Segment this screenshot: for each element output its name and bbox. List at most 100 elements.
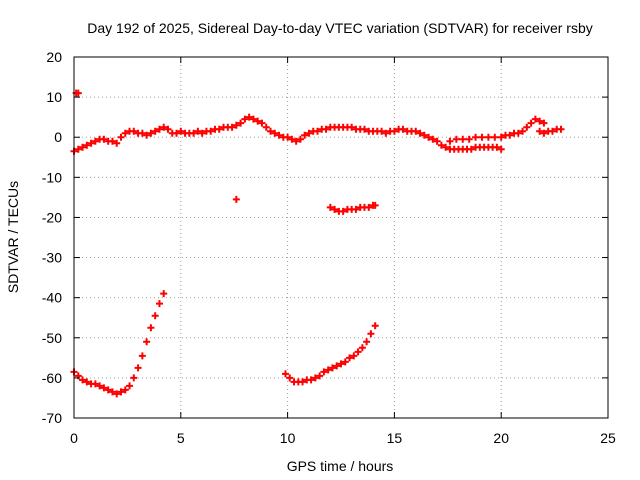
data-point [74, 145, 82, 153]
data-point [100, 135, 108, 143]
data-point [399, 125, 407, 133]
data-point [138, 129, 146, 137]
data-point [328, 364, 336, 372]
data-point [207, 127, 215, 135]
data-point [358, 344, 366, 352]
data-point [360, 125, 368, 133]
plot-frame [73, 56, 609, 419]
x-tick-label: 10 [280, 430, 296, 446]
data-point [160, 123, 168, 131]
data-point [548, 127, 556, 135]
data-points [70, 89, 565, 398]
data-point [412, 127, 420, 135]
data-point [322, 125, 330, 133]
data-point [429, 135, 437, 143]
data-point [316, 372, 324, 380]
data-point [514, 129, 522, 137]
data-point [113, 390, 121, 398]
data-point [333, 362, 341, 370]
data-point [164, 125, 172, 133]
data-point [249, 115, 257, 123]
data-point [314, 127, 322, 135]
y-tick-label: -60 [42, 370, 62, 386]
data-point [540, 119, 548, 127]
y-tick-label: -20 [42, 209, 62, 225]
data-point [354, 348, 362, 356]
data-point [363, 338, 371, 346]
data-point [497, 145, 505, 153]
data-point [292, 137, 300, 145]
data-point [536, 117, 544, 125]
data-point [365, 203, 373, 211]
data-point [320, 368, 328, 376]
data-point [437, 141, 445, 149]
data-point [497, 133, 505, 141]
data-point [324, 366, 332, 374]
data-point [173, 129, 181, 137]
data-point [194, 127, 202, 135]
data-point [339, 207, 347, 215]
x-axis-label: GPS time / hours [287, 458, 394, 474]
data-point [378, 127, 386, 135]
y-tick-label: -50 [42, 330, 62, 346]
data-point [452, 135, 460, 143]
data-point [91, 137, 99, 145]
data-point [100, 384, 108, 392]
data-point [299, 378, 307, 386]
data-point [96, 382, 104, 390]
data-point [134, 364, 142, 372]
data-point [245, 113, 253, 121]
data-point [237, 119, 245, 127]
data-point [493, 143, 501, 151]
data-point [241, 115, 249, 123]
x-tick-label: 25 [600, 430, 616, 446]
data-point [288, 135, 296, 143]
data-point [130, 374, 138, 382]
data-point [459, 135, 467, 143]
data-point [420, 131, 428, 139]
data-point [531, 115, 539, 123]
y-tick-label: -40 [42, 290, 62, 306]
data-point [506, 131, 514, 139]
data-point [341, 358, 349, 366]
data-point [478, 133, 486, 141]
data-point [104, 386, 112, 394]
data-point [307, 376, 315, 384]
data-point [467, 145, 475, 153]
data-point [348, 123, 356, 131]
data-point [284, 133, 292, 141]
data-point [484, 133, 492, 141]
data-point [79, 143, 87, 151]
data-point [446, 137, 454, 145]
data-point [371, 201, 379, 209]
data-point [519, 127, 527, 135]
chart-title: Day 192 of 2025, Sidereal Day-to-day VTE… [87, 20, 593, 36]
series-4 [281, 322, 379, 386]
data-point [155, 300, 163, 308]
data-point [147, 129, 155, 137]
data-point [108, 137, 116, 145]
data-point [232, 195, 240, 203]
series-1 [232, 195, 240, 203]
data-point [113, 139, 121, 147]
grid-layer [74, 57, 608, 418]
data-point [130, 127, 138, 135]
data-point [121, 386, 129, 394]
data-point [536, 127, 544, 135]
data-point [83, 141, 91, 149]
series-2 [326, 201, 379, 215]
x-tick-label: 20 [493, 430, 509, 446]
data-point [301, 131, 309, 139]
data-point [215, 125, 223, 133]
data-point [147, 324, 155, 332]
data-point [91, 380, 99, 388]
data-point [350, 352, 358, 360]
data-point [155, 125, 163, 133]
data-point [117, 133, 125, 141]
data-point [281, 370, 289, 378]
data-point [382, 129, 390, 137]
data-point [79, 376, 87, 384]
data-point [271, 129, 279, 137]
data-point [83, 378, 91, 386]
